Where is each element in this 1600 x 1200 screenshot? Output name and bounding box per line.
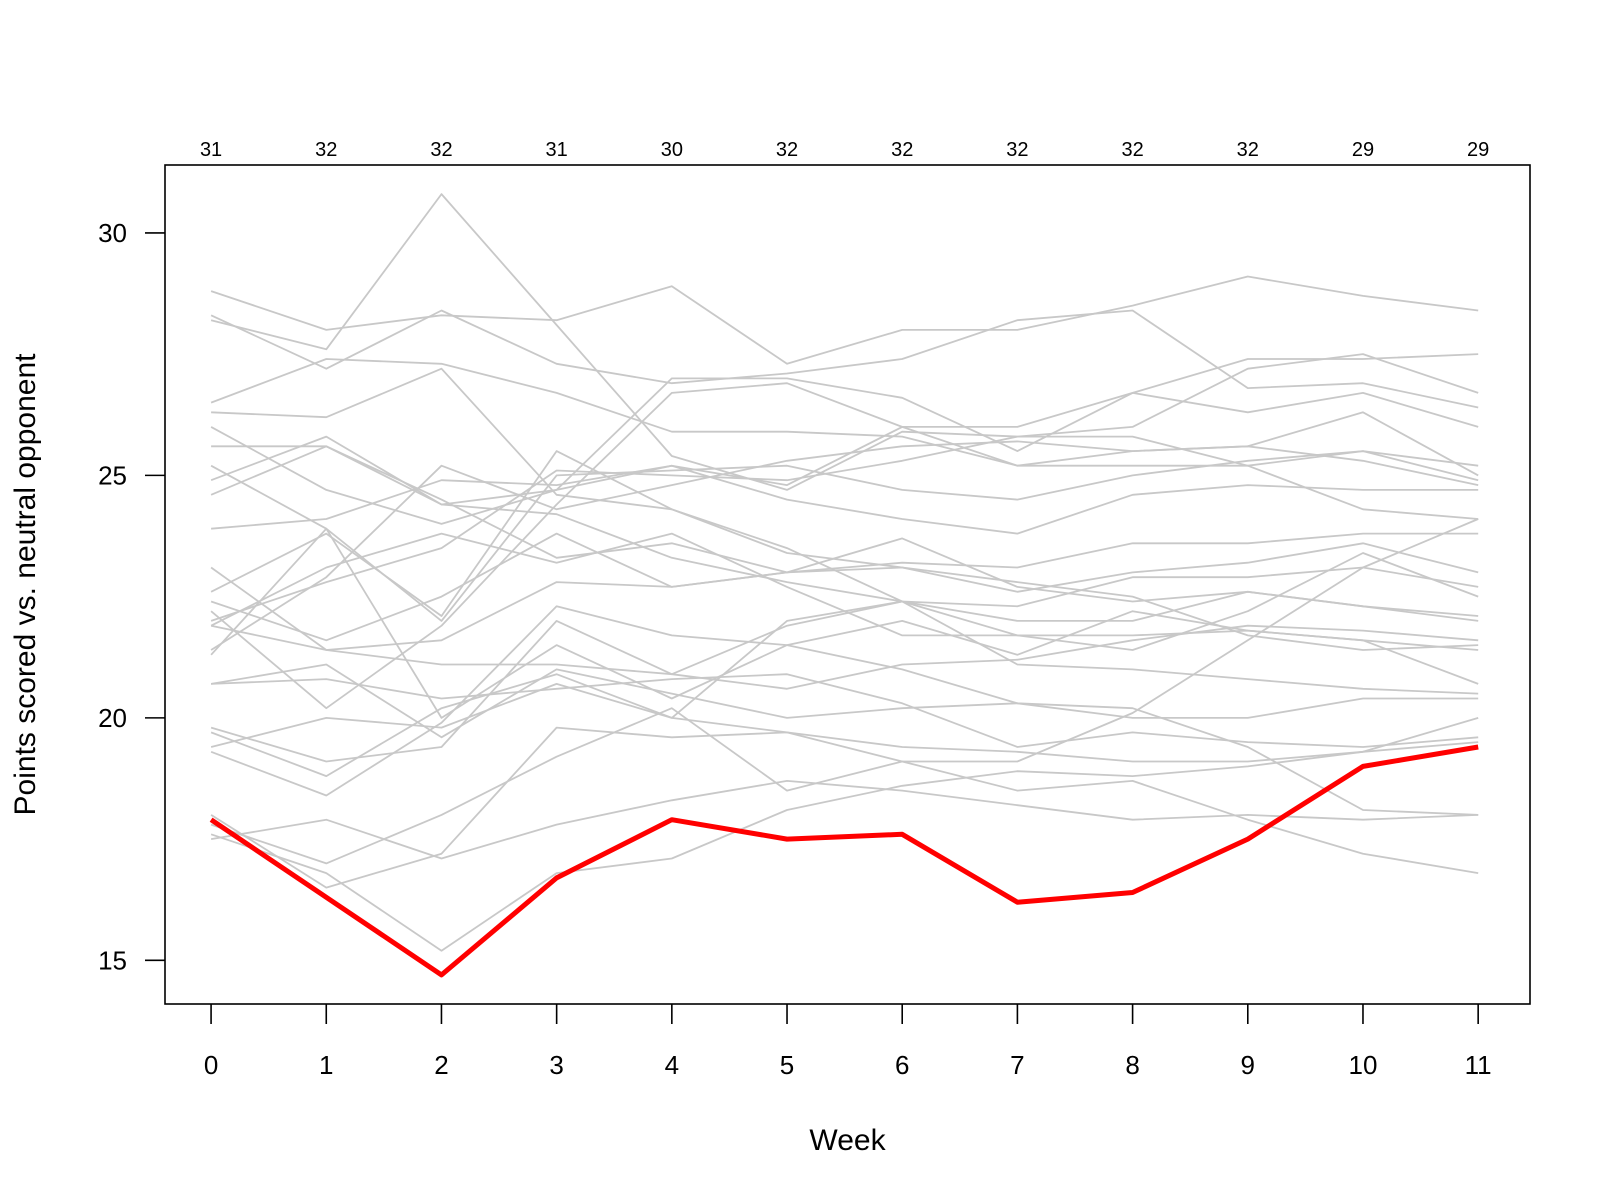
x-tick-label: 1 xyxy=(319,1050,333,1080)
x-tick-label: 8 xyxy=(1125,1050,1139,1080)
top-count-label: 30 xyxy=(661,139,683,161)
top-count-label: 32 xyxy=(776,139,798,161)
top-count-label: 29 xyxy=(1352,139,1374,161)
x-tick-label: 0 xyxy=(204,1050,218,1080)
series-line-24 xyxy=(210,600,1479,777)
series-line-14 xyxy=(210,532,1479,651)
x-tick-label: 10 xyxy=(1349,1050,1378,1080)
series-line-18 xyxy=(210,411,1479,651)
series-line-27 xyxy=(210,717,1479,889)
y-axis-title: Points scored vs. neutral opponent xyxy=(9,353,42,816)
top-count-label: 29 xyxy=(1467,139,1489,161)
x-tick-label: 3 xyxy=(549,1050,563,1080)
x-tick-label: 2 xyxy=(434,1050,448,1080)
top-count-label: 32 xyxy=(1121,139,1143,161)
top-count-label: 32 xyxy=(1237,139,1259,161)
series-line-9 xyxy=(210,435,1479,535)
y-tick-label: 25 xyxy=(98,460,127,490)
series-line-29 xyxy=(210,741,1479,952)
plot-frame xyxy=(164,164,1531,1005)
series-line-21 xyxy=(211,673,1479,748)
x-axis-title: Week xyxy=(809,1124,886,1157)
highlight-series-line xyxy=(209,744,1479,978)
y-tick-label: 15 xyxy=(98,945,127,975)
series-line-6 xyxy=(210,353,1479,525)
series-line-15 xyxy=(210,382,1479,710)
x-axis: 0 1 2 3 4 5 6 7 8 9 10 11 xyxy=(204,1004,1492,1080)
x-tick-label: 9 xyxy=(1241,1050,1255,1080)
top-count-label: 31 xyxy=(200,139,222,161)
top-count-label: 32 xyxy=(891,139,913,161)
x-tick-label: 7 xyxy=(1010,1050,1024,1080)
top-count-label: 31 xyxy=(546,139,568,161)
series-line-3 xyxy=(210,193,1479,491)
top-count-label: 32 xyxy=(1006,139,1028,161)
y-tick-label: 30 xyxy=(98,218,127,248)
series-line-12 xyxy=(210,532,1479,651)
series-line-11 xyxy=(211,391,1479,530)
top-count-axis: 31 32 32 31 30 32 32 32 32 32 29 29 xyxy=(200,139,1489,161)
top-count-label: 32 xyxy=(430,139,452,161)
series-line-28 xyxy=(210,518,1479,865)
background-series-group xyxy=(210,193,1479,952)
x-tick-label: 6 xyxy=(895,1050,909,1080)
series-line-30 xyxy=(210,780,1479,860)
x-tick-label: 5 xyxy=(780,1050,794,1080)
top-count-label: 32 xyxy=(315,139,337,161)
series-line-1 xyxy=(210,275,1479,365)
series-line-23 xyxy=(210,590,1479,763)
series-line-2 xyxy=(210,309,1479,409)
series-line-19 xyxy=(210,624,1479,690)
x-tick-label: 4 xyxy=(665,1050,679,1080)
series-line-26 xyxy=(210,605,1479,816)
series-line-20 xyxy=(210,527,1479,719)
x-tick-label: 11 xyxy=(1465,1050,1492,1080)
series-line-10 xyxy=(210,445,1479,608)
y-tick-label: 20 xyxy=(98,703,127,733)
y-axis: 15 20 25 30 xyxy=(98,218,165,975)
series-line-16 xyxy=(210,435,1479,622)
series-line-5 xyxy=(211,367,1479,593)
series-line-4 xyxy=(210,358,1479,467)
highlight-series-group xyxy=(209,744,1479,978)
series-line-8 xyxy=(210,450,1479,622)
